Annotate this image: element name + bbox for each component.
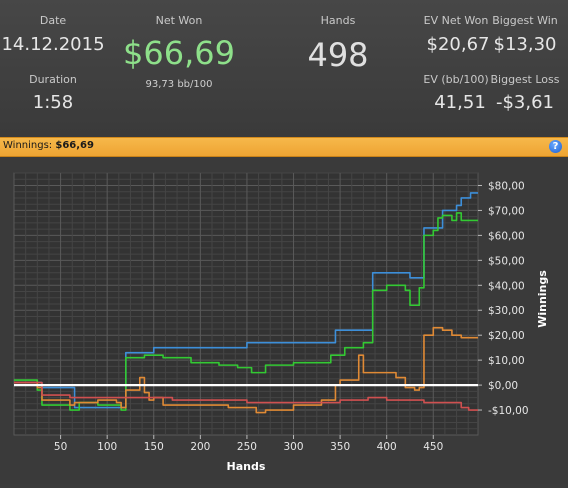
net-won-label: Net Won <box>155 14 203 27</box>
y-tick-label: $30,00 <box>488 305 525 317</box>
ev-bb-label: EV (bb/100) <box>423 73 489 86</box>
net-won-value: $66,69 <box>123 34 235 72</box>
x-tick-label: 300 <box>283 441 303 453</box>
ev-net-won-value: $20,67 <box>426 34 490 55</box>
winnings-header-bar: Winnings: $66,69 ? <box>0 137 568 157</box>
x-axis-label: Hands <box>227 460 266 473</box>
date-label: Date <box>39 14 67 27</box>
y-tick-label: $10,00 <box>488 355 525 367</box>
winnings-title-prefix: Winnings: <box>3 140 53 151</box>
biggest-loss-label: Biggest Loss <box>490 73 560 86</box>
x-axis-ticks: 50 100 150 200 250 300 350 400 450 <box>54 435 443 453</box>
y-tick-label: $50,00 <box>488 255 525 267</box>
winnings-title: Winnings: $66,69 <box>3 140 94 151</box>
y-tick-label: $40,00 <box>488 280 525 292</box>
y-axis-ticks: $80,00 $70,00 $60,00 $50,00 $40,00 $30,00 $20,… <box>478 180 529 417</box>
winnings-chart-area: $80,00 $70,00 $60,00 $50,00 $40,00 $30,00 $20,… <box>0 157 568 484</box>
x-tick-label: 400 <box>377 441 397 453</box>
x-tick-label: 350 <box>330 441 350 453</box>
duration-label: Duration <box>29 73 77 86</box>
x-tick-label: 100 <box>97 441 117 453</box>
biggest-win-value: $13,30 <box>493 34 557 55</box>
y-tick-label: -$10,00 <box>488 405 529 417</box>
session-stats-panel: Date 14.12.2015 Duration 1:58 Net Won $6… <box>0 0 568 137</box>
y-tick-label: $80,00 <box>488 180 525 192</box>
hands-label: Hands <box>320 14 356 27</box>
x-tick-label: 450 <box>423 441 443 453</box>
biggest-loss-value: -$3,61 <box>495 92 555 113</box>
series-line-4 <box>14 381 478 411</box>
x-tick-label: 250 <box>237 441 257 453</box>
series-line-2 <box>14 212 478 411</box>
y-tick-label: $60,00 <box>488 230 525 242</box>
x-tick-label: 150 <box>144 441 164 453</box>
y-axis-label: Winnings <box>536 270 549 328</box>
hands-value: 498 <box>307 36 369 74</box>
chart-series <box>14 192 478 414</box>
help-icon[interactable]: ? <box>549 140 562 153</box>
series-line-3 <box>14 326 478 414</box>
x-tick-label: 200 <box>190 441 210 453</box>
winnings-chart: $80,00 $70,00 $60,00 $50,00 $40,00 $30,00 $20,… <box>13 172 549 473</box>
bb-per-100-value: 93,73 bb/100 <box>145 79 213 90</box>
ev-bb-value: 41,51 <box>434 92 486 113</box>
y-tick-label: $0,00 <box>488 380 518 392</box>
winnings-title-value: $66,69 <box>55 140 94 151</box>
series-line-1 <box>14 192 478 409</box>
y-tick-label: $20,00 <box>488 330 525 342</box>
date-value: 14.12.2015 <box>1 34 105 55</box>
duration-value: 1:58 <box>32 92 74 113</box>
x-tick-label: 50 <box>54 441 67 453</box>
biggest-win-label: Biggest Win <box>492 14 558 27</box>
ev-net-won-label: EV Net Won <box>423 14 489 27</box>
y-tick-label: $70,00 <box>488 205 525 217</box>
